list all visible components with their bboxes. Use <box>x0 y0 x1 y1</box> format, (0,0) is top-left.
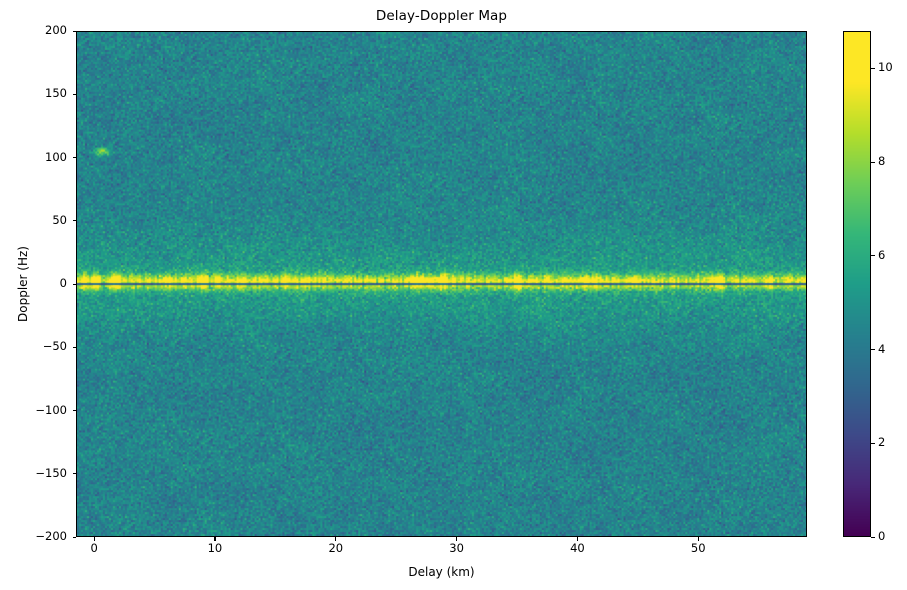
x-tick-mark <box>576 537 579 541</box>
delay-doppler-heatmap <box>77 32 806 536</box>
y-tick-mark <box>72 157 76 159</box>
x-tick-label: 20 <box>328 541 344 555</box>
x-tick-mark <box>456 537 458 541</box>
colorbar-tick-mark <box>871 67 875 70</box>
colorbar-tick-mark <box>871 255 875 257</box>
y-tick-mark <box>72 536 76 538</box>
colorbar-tick-label: 6 <box>878 247 886 262</box>
x-tick-label: 50 <box>690 541 706 555</box>
y-axis-label: Doppler (Hz) <box>16 246 30 322</box>
y-tick-label: −200 <box>35 529 67 543</box>
y-tick-mark <box>72 283 76 285</box>
colorbar-tick-label: 10 <box>878 60 893 75</box>
y-tick-mark <box>72 220 76 222</box>
x-tick-mark <box>93 537 95 541</box>
y-tick-label: 150 <box>45 86 67 101</box>
y-tick-label: 0 <box>59 276 67 290</box>
x-tick-label: 10 <box>207 541 223 555</box>
x-tick-label: 40 <box>570 541 585 555</box>
x-tick-mark <box>214 537 216 541</box>
colorbar-tick-mark <box>871 442 875 444</box>
y-tick-mark <box>72 93 76 95</box>
y-tick-mark <box>72 473 76 475</box>
y-tick-mark <box>72 410 76 412</box>
y-tick-label: 200 <box>45 23 67 37</box>
chart-title: Delay-Doppler Map <box>375 8 508 24</box>
colorbar-tick-label: 0 <box>878 529 886 543</box>
x-tick-label: 30 <box>449 541 464 555</box>
colorbar-gradient <box>844 32 870 536</box>
x-tick-label: 0 <box>90 541 98 555</box>
y-tick-mark <box>72 30 76 32</box>
colorbar-tick-mark <box>871 349 875 351</box>
y-tick-label: −50 <box>42 339 67 354</box>
x-axis-label: Delay (km) <box>408 565 475 579</box>
colorbar-tick-label: 8 <box>878 154 886 169</box>
x-tick-mark <box>697 537 699 541</box>
y-tick-label: −150 <box>35 465 67 480</box>
colorbar <box>843 31 871 537</box>
heatmap-axes <box>76 31 807 537</box>
colorbar-tick-mark <box>871 536 875 538</box>
x-tick-mark <box>335 537 337 541</box>
y-tick-label: −100 <box>35 402 67 417</box>
colorbar-tick-mark <box>871 161 875 163</box>
y-tick-label: 100 <box>45 149 67 164</box>
colorbar-tick-label: 2 <box>878 435 886 450</box>
y-tick-mark <box>72 346 76 348</box>
colorbar-tick-label: 4 <box>878 341 886 356</box>
y-tick-label: 50 <box>52 212 67 227</box>
